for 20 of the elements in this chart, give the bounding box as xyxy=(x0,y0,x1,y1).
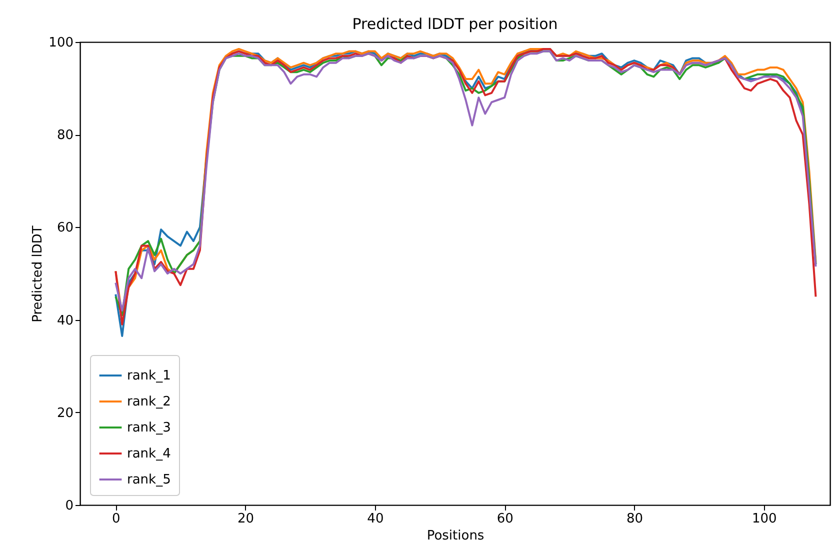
y-tick-label: 20 xyxy=(56,406,74,421)
x-axis-title: Positions xyxy=(426,528,484,544)
legend-label: rank_2 xyxy=(127,394,171,410)
y-tick-label: 100 xyxy=(48,36,74,50)
x-tick-label: 100 xyxy=(752,512,777,526)
chart-title: Predicted lDDT per position xyxy=(352,15,558,33)
y-tick-label: 0 xyxy=(65,498,74,514)
legend-label: rank_5 xyxy=(127,472,171,488)
y-tick-label: 40 xyxy=(56,313,74,328)
legend-label: rank_3 xyxy=(127,420,171,436)
x-tick-label: 40 xyxy=(367,512,384,526)
y-tick-label: 80 xyxy=(56,128,74,144)
x-tick-label: 60 xyxy=(496,512,514,526)
x-tick-label: 20 xyxy=(238,512,254,526)
y-tick-label: 60 xyxy=(56,220,74,236)
y-axis-title: Predicted lDDT xyxy=(30,226,46,322)
x-tick-label: 0 xyxy=(112,512,120,526)
legend-label: rank_4 xyxy=(127,446,171,462)
legend-label: rank_1 xyxy=(127,368,171,384)
x-tick-label: 80 xyxy=(626,512,644,526)
